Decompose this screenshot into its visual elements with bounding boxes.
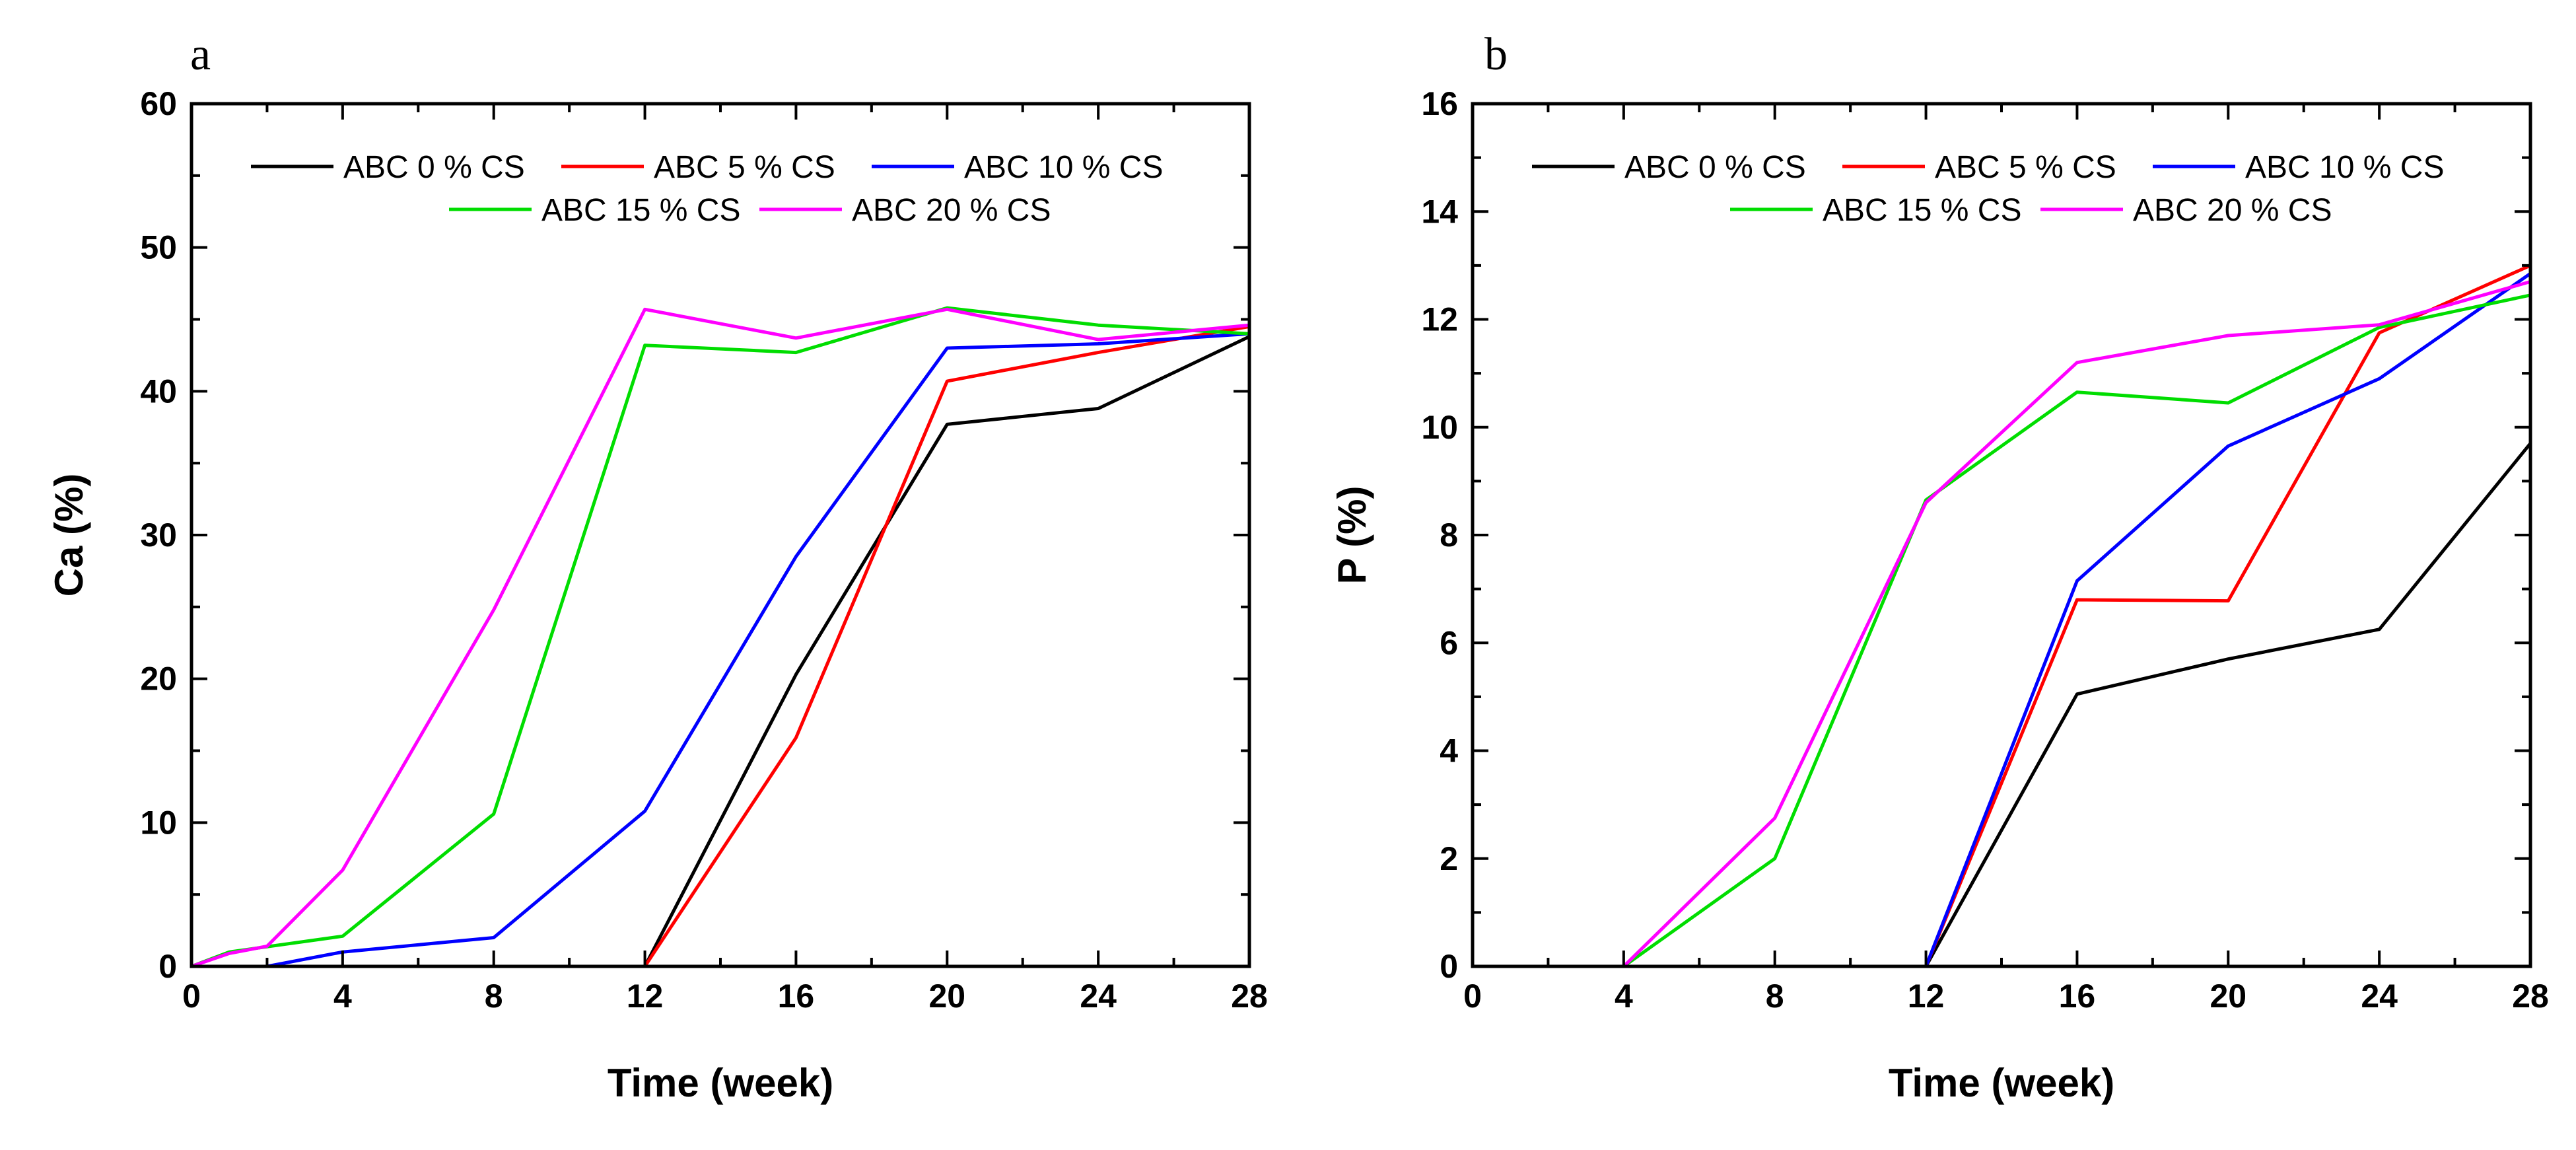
legend-label: ABC 15 % CS [541, 193, 740, 228]
y-tick-label: 12 [1421, 301, 1458, 338]
x-tick-label: 20 [2210, 978, 2246, 1015]
legend: ABC 0 % CS ABC 5 % CS ABC 10 % CS ABC 15 % … [251, 150, 1163, 228]
x-tick-label: 20 [928, 978, 965, 1015]
legend-item: ABC 0 % CS [1532, 150, 1806, 185]
y-tick-label: 10 [1421, 409, 1458, 446]
y-tick-label: 60 [140, 85, 177, 122]
plot-frame [190, 102, 1251, 968]
legend-label: ABC 15 % CS [1823, 193, 2021, 228]
series-line-abc-5-cs [191, 324, 1250, 968]
x-tick-label: 12 [1908, 978, 1945, 1015]
series-line-abc-20-cs [191, 307, 1250, 968]
x-tick-label: 0 [1463, 978, 1482, 1015]
legend-label: ABC 0 % CS [1624, 150, 1806, 185]
y-tick-label: 14 [1421, 193, 1458, 230]
legend-item: ABC 15 % CS [449, 193, 740, 228]
series-line-abc-15-cs [1473, 293, 2531, 968]
y-tick-label: 0 [158, 948, 177, 985]
y-tick-label: 30 [140, 517, 177, 554]
y-tick-label: 6 [1440, 624, 1458, 661]
legend-item: ABC 5 % CS [561, 150, 835, 185]
y-tick-label: 10 [140, 804, 177, 841]
legend-label: ABC 5 % CS [1935, 150, 2116, 185]
x-axis-title: Time (week) [608, 1061, 833, 1105]
x-axis-title: Time (week) [1889, 1061, 2114, 1105]
legend-label: ABC 10 % CS [2245, 150, 2444, 185]
series-line-abc-20-cs [1473, 279, 2531, 968]
y-tick-label: 20 [140, 661, 177, 698]
legend-item: ABC 15 % CS [1730, 193, 2021, 228]
legend-label: ABC 20 % CS [852, 193, 1051, 228]
x-tick-label: 8 [485, 978, 503, 1015]
series-line-abc-10-cs [1473, 272, 2532, 968]
y-tick-label: 40 [140, 373, 177, 410]
series-line-abc-15-cs [191, 306, 1250, 968]
series-line-abc-10-cs [191, 332, 1250, 968]
y-tick-label: 4 [1440, 733, 1458, 770]
y-tick-label: 50 [140, 229, 177, 266]
legend-item: ABC 10 % CS [2153, 150, 2444, 185]
legend: ABC 0 % CS ABC 5 % CS ABC 10 % CS ABC 15 % … [1532, 150, 2444, 228]
legend-item: ABC 5 % CS [1842, 150, 2116, 185]
series-line-abc-0-cs [1473, 442, 2532, 968]
y-axis-title: P (%) [1330, 486, 1374, 585]
y-tick-label: 16 [1421, 85, 1458, 122]
panel-label: b [1484, 29, 1508, 80]
y-axis-title: Ca (%) [47, 474, 91, 597]
y-tick-label: 8 [1440, 517, 1458, 554]
x-tick-label: 16 [778, 978, 815, 1015]
legend-label: ABC 20 % CS [2133, 193, 2332, 228]
x-tick-label: 28 [2512, 978, 2549, 1015]
series-line-abc-0-cs [191, 335, 1251, 968]
legend-item: ABC 0 % CS [251, 150, 525, 185]
y-tick-label: 2 [1440, 840, 1458, 877]
x-tick-label: 28 [1231, 978, 1268, 1015]
y-tick-label: 0 [1440, 948, 1458, 985]
panel-label: a [190, 29, 211, 80]
x-tick-label: 24 [1080, 978, 1117, 1015]
plot-frame [1471, 102, 2532, 968]
legend-item: ABC 20 % CS [759, 193, 1051, 228]
series-line-abc-5-cs [1473, 264, 2532, 968]
x-tick-label: 24 [2361, 978, 2398, 1015]
x-tick-label: 0 [182, 978, 201, 1015]
x-tick-label: 8 [1766, 978, 1784, 1015]
legend-item: ABC 20 % CS [2040, 193, 2332, 228]
legend-item: ABC 10 % CS [872, 150, 1163, 185]
legend-label: ABC 10 % CS [964, 150, 1163, 185]
x-tick-label: 12 [627, 978, 664, 1015]
x-tick-label: 4 [1615, 978, 1633, 1015]
legend-label: ABC 0 % CS [343, 150, 525, 185]
legend-label: ABC 5 % CS [654, 150, 835, 185]
chart-panel-a: a 0 4 8 12 16 20 24 28 0 10 20 30 40 50 60 Time (week) Ca… [47, 29, 1268, 1105]
x-tick-label: 4 [333, 978, 352, 1015]
x-tick-label: 16 [2059, 978, 2096, 1015]
